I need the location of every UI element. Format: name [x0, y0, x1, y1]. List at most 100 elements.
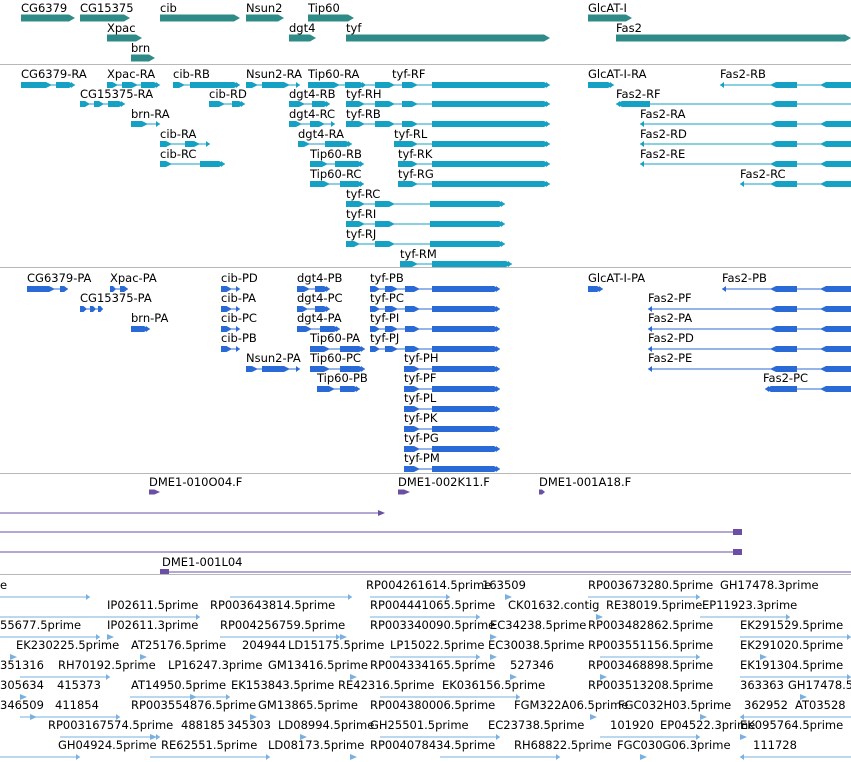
transcript-dgt4-rb-exon[interactable] — [312, 101, 330, 107]
est-mark-6[interactable] — [140, 654, 147, 660]
transcript-xpac-ra-exon[interactable] — [107, 82, 118, 88]
protein-tyf-pi-arrow[interactable] — [496, 326, 500, 332]
transcript-glcat-i-ra-arrow[interactable] — [610, 82, 614, 88]
est-line-u-arrow[interactable] — [696, 734, 700, 740]
protein-tyf-pm-exon[interactable] — [404, 466, 420, 472]
protein-cg15375-pa-exon[interactable] — [80, 306, 87, 312]
protein-tyf-pg-arrow[interactable] — [496, 446, 500, 452]
transcript-tyf-rk-exon[interactable] — [398, 161, 418, 167]
transcript-tyf-rc-exon[interactable] — [375, 201, 395, 207]
est-mark-16[interactable] — [250, 714, 257, 720]
transcript-cib-rb-arrow[interactable] — [236, 82, 240, 88]
protein-fas2-pa-exon[interactable] — [820, 326, 851, 332]
transcript-cg15375-ra-arrow[interactable] — [121, 101, 125, 107]
transcript-fas2-rb-exon[interactable] — [770, 82, 797, 88]
gene-bar-glcat-i[interactable] — [588, 14, 632, 22]
protein-nsun2-pa-exon[interactable] — [262, 366, 290, 372]
transcript-tyf-rl-arrow[interactable] — [546, 141, 550, 147]
transcript-tip60-rc-arrow[interactable] — [360, 181, 364, 187]
transcript-cg6379-ra-exon[interactable] — [56, 82, 75, 88]
est-mark-23[interactable] — [640, 754, 647, 760]
est-line-p-arrow[interactable] — [516, 694, 520, 700]
gene-bar-nsun2[interactable] — [246, 14, 284, 22]
protein-tip60-pb-arrow[interactable] — [356, 386, 360, 392]
protein-tip60-pb-exon[interactable] — [317, 386, 335, 392]
est-mark-1[interactable] — [596, 614, 603, 620]
transcript-fas2-ra-arrow[interactable] — [640, 121, 644, 127]
est-line-v-arrow[interactable] — [76, 754, 80, 760]
protein-tip60-pb-exon[interactable] — [340, 386, 360, 392]
protein-fas2-pe-arrow[interactable] — [648, 366, 652, 372]
transcript-tip60-rc-exon[interactable] — [340, 181, 364, 187]
protein-dgt4-pb-arrow[interactable] — [326, 286, 330, 292]
transcript-dgt4-rc-exon[interactable] — [289, 121, 302, 127]
protein-cib-pd-arrow[interactable] — [236, 286, 240, 292]
transcript-cib-rd-arrow[interactable] — [241, 101, 245, 107]
protein-tyf-pi-exon[interactable] — [370, 326, 380, 332]
est-mark-18[interactable] — [700, 714, 707, 720]
protein-fas2-pe-exon[interactable] — [770, 366, 797, 372]
protein-tyf-ph-exon[interactable] — [404, 366, 420, 372]
transcript-tyf-rh-exon[interactable] — [346, 101, 365, 107]
transcript-brn-ra-exon[interactable] — [131, 121, 148, 127]
transcript-tyf-rj-exon[interactable] — [346, 241, 360, 247]
transcript-fas2-re-exon[interactable] — [820, 161, 851, 167]
protein-dgt4-pa-exon[interactable] — [297, 326, 312, 332]
est-mark-5[interactable] — [10, 654, 17, 660]
protein-cg6379-pa-arrow[interactable] — [64, 286, 68, 292]
protein-tyf-pj-exon[interactable] — [370, 346, 380, 352]
transcript-tyf-rc-arrow[interactable] — [501, 201, 505, 207]
protein-tyf-pk-arrow[interactable] — [496, 426, 500, 432]
protein-tyf-pf-arrow[interactable] — [496, 386, 500, 392]
protein-tyf-pm-exon[interactable] — [432, 466, 500, 472]
transcript-cg6379-ra-exon[interactable] — [21, 82, 52, 88]
est-line-r-arrow[interactable] — [740, 714, 744, 720]
protein-tyf-ph-arrow[interactable] — [496, 366, 500, 372]
transcript-fas2-ra-exon[interactable] — [820, 121, 851, 127]
gene-bar-xpac[interactable] — [107, 34, 142, 42]
protein-fas2-pb-arrow[interactable] — [722, 286, 726, 292]
protein-tyf-pi-exon[interactable] — [405, 326, 420, 332]
clone-end-dme1-001a18-f[interactable] — [539, 489, 545, 495]
protein-fas2-pc-exon[interactable] — [820, 386, 851, 392]
transcript-dgt4-ra-arrow[interactable] — [348, 141, 352, 147]
protein-nsun2-pa-arrow[interactable] — [296, 366, 300, 372]
protein-fas2-pf-arrow[interactable] — [648, 306, 652, 312]
transcript-tyf-rc-exon[interactable] — [346, 201, 365, 207]
est-mark-19[interactable] — [150, 734, 157, 740]
est-line-y-arrow[interactable] — [740, 754, 744, 760]
protein-tyf-pb-exon[interactable] — [370, 286, 380, 292]
transcript-tyf-ri-exon[interactable] — [375, 221, 395, 227]
transcript-tyf-rj-exon[interactable] — [430, 241, 505, 247]
est-mark-4[interactable] — [490, 634, 497, 640]
transcript-tyf-rk-arrow[interactable] — [546, 161, 550, 167]
gene-bar-dgt4[interactable] — [289, 34, 316, 42]
protein-dgt4-pa-arrow[interactable] — [336, 326, 340, 332]
transcript-fas2-rc-exon[interactable] — [820, 181, 851, 187]
protein-fas2-pb-exon[interactable] — [820, 286, 851, 292]
transcript-tip60-rb-exon[interactable] — [310, 161, 328, 167]
protein-cib-pc-arrow[interactable] — [236, 326, 240, 332]
transcript-tip60-rb-arrow[interactable] — [360, 161, 364, 167]
protein-cib-pa-arrow[interactable] — [236, 306, 240, 312]
est-mark-20[interactable] — [300, 734, 307, 740]
transcript-tyf-rf-exon[interactable] — [432, 82, 550, 88]
est-line-f-arrow[interactable] — [476, 614, 480, 620]
est-mark-22[interactable] — [350, 754, 357, 760]
transcript-tyf-rh-exon[interactable] — [375, 101, 395, 107]
clone-span-3-end[interactable] — [733, 549, 742, 555]
est-mark-21[interactable] — [740, 734, 747, 740]
transcript-tyf-rb-exon[interactable] — [375, 121, 395, 127]
transcript-cg15375-ra-exon[interactable] — [94, 101, 104, 107]
protein-tyf-pf-exon[interactable] — [432, 386, 500, 392]
protein-dgt4-pa-exon[interactable] — [320, 326, 340, 332]
protein-cib-pa-exon[interactable] — [221, 306, 232, 312]
protein-fas2-pa-exon[interactable] — [770, 326, 797, 332]
gene-bar-cg15375[interactable] — [80, 14, 130, 22]
transcript-tyf-rl-exon[interactable] — [394, 141, 418, 147]
est-mark-17[interactable] — [590, 714, 597, 720]
protein-tyf-ph-exon[interactable] — [432, 366, 500, 372]
transcript-xpac-ra-arrow[interactable] — [156, 82, 160, 88]
est-mark-2[interactable] — [107, 634, 114, 640]
transcript-tyf-rg-exon[interactable] — [398, 181, 418, 187]
